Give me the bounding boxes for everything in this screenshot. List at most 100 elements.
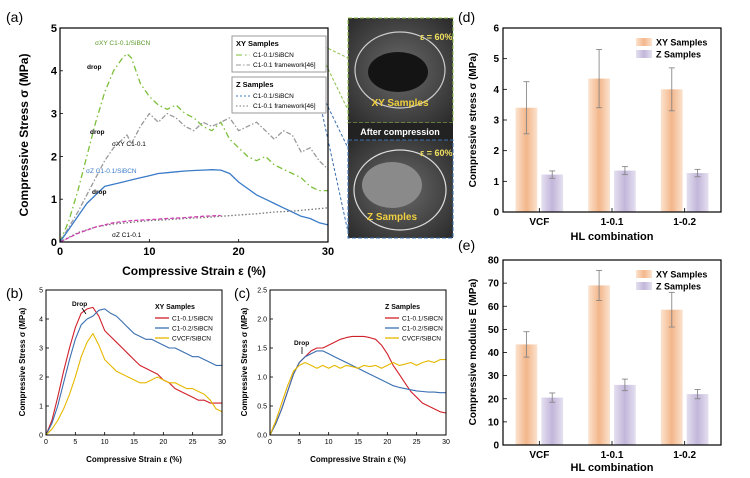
panel-a-annot-sigma-xy-sibcn: σXY C1-0.1/SiBCN bbox=[95, 40, 150, 47]
panel-c-legend-entry-1: C1-0.2/SiBCN bbox=[402, 326, 443, 333]
panel-c-ytick-label-0: 0.0 bbox=[257, 432, 267, 439]
photo-middle-band bbox=[348, 123, 453, 140]
panel-b-ylabel: Compressive Stress σ (MPa) bbox=[18, 307, 27, 416]
panel-e-xlabel: HL combination bbox=[571, 462, 654, 474]
panel-e-bar-0-2 bbox=[660, 309, 683, 445]
panel-a-annot-drop-2: drop bbox=[90, 129, 104, 136]
panel-e-category-1: 1-0.1 bbox=[601, 450, 624, 461]
panel-c: (c) 0 5 10 15 20 25 30 0.0 0.5 1.0 1.5 2.0 2.5 Compr… bbox=[234, 285, 450, 464]
panel-a-series-3 bbox=[59, 207, 329, 243]
panel-e-ticks: 0 10 20 30 40 50 60 70 80 VCF 1-0.1 1-0.2 bbox=[488, 256, 697, 462]
panel-e-legend-swatch-0 bbox=[636, 270, 652, 278]
panel-c-series-2 bbox=[269, 359, 446, 436]
panel-a-annot-drop-1: drop bbox=[87, 64, 101, 71]
panel-d-legend-entry-0: XY Samples bbox=[656, 38, 707, 48]
panel-a-xtick-label-3: 30 bbox=[322, 246, 334, 258]
panel-c-legend: C1-0.1/SiBCN C1-0.2/SiBCN CVCF/SiBCN bbox=[385, 316, 443, 343]
panel-b-series-0 bbox=[45, 306, 222, 436]
panel-a-legend-z-entry-2: C1-0.1 framework[46] bbox=[253, 103, 316, 110]
panel-b-annot-drop: Drop bbox=[72, 301, 87, 308]
panel-a: (a) 0 10 20 30 0 1 2 3 4 5 Compressive Strain ε (… bbox=[6, 9, 334, 278]
panel-e-ytick-label-1: 10 bbox=[488, 417, 500, 428]
photos-panel: ε = 60% XY Samples After compression ε =… bbox=[314, 17, 454, 239]
panel-d-legend-entry-1: Z Samples bbox=[656, 50, 701, 60]
panel-d-legend-swatch-1 bbox=[636, 50, 652, 58]
panel-c-frame bbox=[269, 289, 447, 436]
photo-middle-caption: After compression bbox=[360, 127, 440, 137]
panel-a-legend-xy-entry-2: C1-0.1 framework[46] bbox=[253, 62, 316, 69]
panel-c-legend-entry-0: C1-0.1/SiBCN bbox=[402, 316, 443, 323]
panel-e-bar-1-0 bbox=[541, 397, 564, 445]
panel-a-ytick-label-3: 3 bbox=[51, 108, 57, 120]
panel-b-ytick-label-0: 0 bbox=[39, 432, 43, 439]
panel-c-annot-drop: Drop bbox=[294, 340, 309, 347]
panel-d-bar-0-2 bbox=[660, 89, 683, 212]
panel-d-category-1: 1-0.1 bbox=[601, 217, 624, 228]
sample-top-z bbox=[362, 162, 422, 208]
panel-e-ytick-label-0: 0 bbox=[493, 441, 499, 452]
panel-b-label: (b) bbox=[6, 285, 23, 301]
panel-b-legend-entry-1: C1-0.2/SiBCN bbox=[172, 326, 213, 333]
panel-c-xlabel: Compressive Strain ε (%) bbox=[310, 455, 406, 464]
panel-a-ytick-label-0: 0 bbox=[51, 237, 57, 249]
panel-b-xtick-label-0: 0 bbox=[44, 439, 48, 446]
panel-a-legend-xy bbox=[231, 35, 327, 73]
panel-d-ytick-label-4: 4 bbox=[493, 85, 499, 96]
panel-c-ytick-label-1: 0.5 bbox=[257, 403, 267, 410]
panel-d-ytick-label-6: 6 bbox=[493, 24, 499, 35]
panel-a-series-4 bbox=[59, 214, 221, 243]
panel-a-xtick-label-0: 0 bbox=[57, 246, 63, 258]
panel-d-ylabel: Compressive stress σ (MPa) bbox=[468, 53, 479, 188]
panel-e-bar-0-0 bbox=[515, 344, 538, 445]
panel-b-series-1 bbox=[45, 308, 222, 436]
panel-c-label: (c) bbox=[234, 285, 250, 301]
panel-b-xtick-label-5: 25 bbox=[189, 439, 197, 446]
panel-b-legend-title: XY Samples bbox=[155, 304, 195, 311]
panel-b: (b) 0 5 10 15 20 25 30 0 1 2 3 4 5 Compressive Strai… bbox=[6, 285, 226, 464]
panel-c-xtick-label-0: 0 bbox=[268, 439, 272, 446]
panel-a-ylabel: Compressive Stress σ (MPa) bbox=[17, 54, 31, 217]
panel-d-ytick-label-2: 2 bbox=[493, 146, 499, 157]
panel-c-legend-title: Z Samples bbox=[385, 304, 420, 311]
panel-d-ytick-label-1: 1 bbox=[493, 177, 499, 188]
panel-a-ytick-label-5: 5 bbox=[51, 23, 57, 35]
panel-d-ytick-label-3: 3 bbox=[493, 116, 499, 127]
panel-b-frame bbox=[45, 289, 223, 436]
panel-b-legend: C1-0.1/SiBCN C1-0.2/SiBCN CVCF/SiBCN bbox=[155, 316, 213, 343]
panel-a-series-1 bbox=[59, 112, 329, 243]
panel-b-xtick-label-1: 5 bbox=[73, 439, 77, 446]
panel-b-ytick-label-4: 4 bbox=[39, 316, 43, 323]
panel-d-ytick-label-0: 0 bbox=[493, 208, 499, 219]
panel-e-bar-1-2 bbox=[686, 394, 709, 445]
panel-a-xtick-label-1: 10 bbox=[143, 246, 155, 258]
panel-c-series-0 bbox=[269, 335, 447, 436]
panel-b-ytick-label-3: 3 bbox=[39, 345, 43, 352]
panel-b-xlabel: Compressive Strain ε (%) bbox=[86, 455, 182, 464]
panel-a-xtick-label-2: 20 bbox=[233, 246, 245, 258]
panel-e-label: (e) bbox=[458, 237, 475, 253]
photo-xy-caption: XY Samples bbox=[371, 98, 429, 109]
panel-e-ytick-label-3: 30 bbox=[488, 371, 500, 382]
photo-xy-strain: ε = 60% bbox=[420, 32, 453, 42]
panel-d-frame bbox=[502, 27, 722, 213]
panel-d-ytick-label-5: 5 bbox=[493, 54, 499, 65]
panel-e: (e) 0 10 20 30 40 50 60 70 80 VCF 1-0.1 1-0.2 HL co… bbox=[458, 237, 722, 474]
sample-ring-xy bbox=[354, 31, 446, 109]
panel-c-ytick-label-4: 2.0 bbox=[257, 316, 267, 323]
panel-a-xlabel: Compressive Strain ε (%) bbox=[122, 264, 266, 278]
panel-e-ytick-label-8: 80 bbox=[488, 256, 500, 267]
sample-debris-xy bbox=[368, 52, 428, 92]
panel-b-xtick-label-3: 15 bbox=[130, 439, 138, 446]
panel-d-bar-0-1 bbox=[588, 78, 610, 212]
panel-e-ytick-label-2: 20 bbox=[488, 394, 500, 405]
panel-d-ticks: 0 1 2 3 4 5 6 VCF 1-0.1 1-0.2 bbox=[493, 24, 696, 229]
panel-e-legend-entry-1: Z Samples bbox=[656, 282, 701, 292]
panel-c-ylabel: Compressive Stress σ (MPa) bbox=[240, 307, 249, 416]
panel-d-plot bbox=[515, 49, 709, 212]
panel-a-label: (a) bbox=[6, 9, 23, 25]
panel-d-legend: XY Samples Z Samples bbox=[636, 38, 707, 60]
panel-d-bar-1-0 bbox=[541, 174, 564, 212]
panel-d-xlabel: HL combination bbox=[571, 231, 654, 243]
